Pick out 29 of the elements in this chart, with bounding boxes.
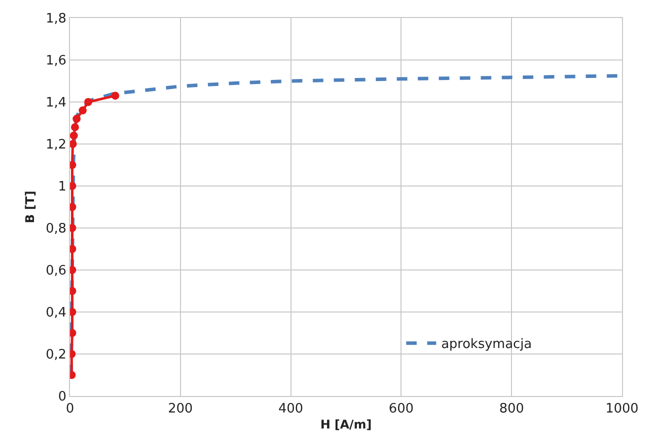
x-tick-label: 200 [168,402,193,417]
point [70,266,76,274]
legend-label: aproksymacja [441,337,532,352]
y-tick-label: 1,4 [46,96,66,111]
y-tick-label: 0,6 [46,264,66,279]
point [70,224,76,232]
point [70,203,76,211]
point [70,329,76,337]
y-tick-label: 0,2 [46,348,66,363]
point [70,132,78,140]
y-axis-title: B [T] [23,190,38,224]
x-tick-label: 800 [499,402,524,417]
y-tick-label: 1,2 [46,138,66,153]
point [70,287,76,295]
point [70,140,77,148]
point [70,161,76,169]
y-tick-label: 1,6 [46,54,66,69]
y-tick-label: 0,4 [46,306,66,321]
y-tick-label: 1 [58,180,66,195]
point [70,182,76,190]
x-tick-label: 1000 [605,402,639,417]
point [70,245,76,253]
point [70,308,76,316]
x-tick-label: 600 [388,402,414,417]
x-tick-label: 400 [278,402,304,417]
y-tick-label: 0,8 [46,222,66,237]
x-axis-title: H [A/m] [320,418,372,432]
y-tick-label: 0 [58,390,66,405]
y-tick-label: 1,8 [46,12,66,27]
